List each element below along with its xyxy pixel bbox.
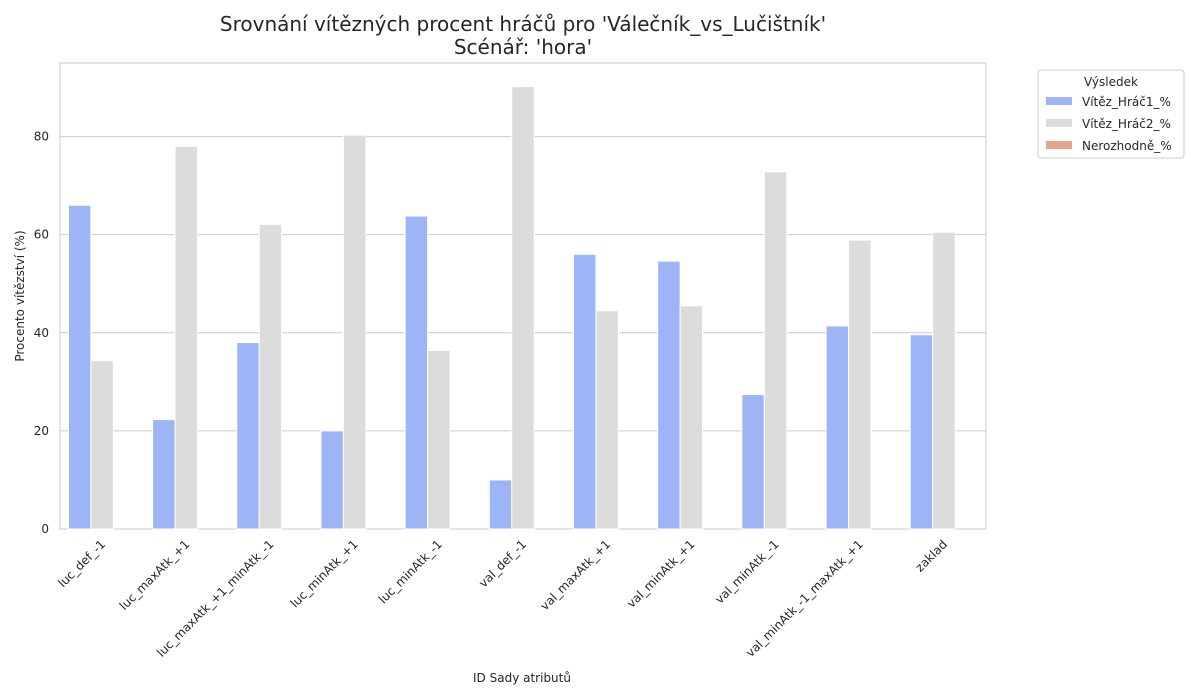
legend-entry: Nerozhodně_% bbox=[1082, 139, 1172, 153]
bar-v-t-z-hr-2--4 bbox=[427, 349, 451, 530]
legend-swatch bbox=[1046, 97, 1072, 105]
x-tick-label: val_maxAtk_+1 bbox=[537, 537, 613, 613]
legend-swatch bbox=[1046, 119, 1072, 127]
legend-box bbox=[1037, 69, 1185, 159]
legend-swatch bbox=[1046, 141, 1072, 149]
x-tick-label: luc_minAtk_-1 bbox=[376, 537, 445, 606]
y-tick-label: 20 bbox=[34, 424, 49, 438]
bar-v-t-z-hr-1--6 bbox=[573, 253, 597, 530]
x-tick-label: luc_maxAtk_+1 bbox=[117, 537, 193, 613]
legend-title: Výsledek bbox=[1084, 75, 1138, 89]
bar-v-t-z-hr-1--0 bbox=[67, 204, 92, 530]
y-axis-label: Procento vítězství (%) bbox=[13, 230, 27, 361]
x-tick-label: luc_minAtk_+1 bbox=[288, 537, 361, 610]
bar-v-t-z-hr-1--9 bbox=[825, 325, 850, 530]
bar-v-t-z-hr-2--0 bbox=[90, 360, 114, 530]
bar-v-t-z-hr-2--10 bbox=[932, 231, 956, 530]
y-tick-label: 0 bbox=[41, 522, 49, 536]
bar-v-t-z-hr-1--5 bbox=[488, 479, 513, 530]
bar-v-t-z-hr-2--8 bbox=[763, 171, 788, 530]
bar-v-t-z-hr-2--6 bbox=[595, 310, 619, 530]
legend: Výsledek Vítěz_Hráč1_% Vítěz_Hráč2_% Neroz… bbox=[1037, 69, 1185, 159]
bar-v-t-z-hr-1--7 bbox=[657, 260, 681, 530]
x-tick-label: val_minAtk_-1 bbox=[712, 537, 781, 606]
y-tick-label: 40 bbox=[34, 326, 49, 340]
bar-v-t-z-hr-2--1 bbox=[174, 145, 198, 530]
bar-v-t-z-hr-1--8 bbox=[741, 394, 765, 530]
bar-v-t-z-hr-2--3 bbox=[342, 134, 367, 530]
x-tick-label: luc_def_-1 bbox=[55, 537, 108, 590]
bar-v-t-z-hr-1--4 bbox=[404, 215, 429, 530]
x-tick-label: val_def_-1 bbox=[476, 537, 529, 590]
y-tick-labels: 0 20 40 60 80 bbox=[34, 130, 49, 536]
bar-v-t-z-hr-1--2 bbox=[236, 342, 260, 530]
x-tick-labels: luc_def_-1 luc_maxAtk_+1luc_maxAtk_+1_min… bbox=[55, 537, 950, 660]
x-tick-label: zaklad bbox=[913, 537, 950, 574]
bar-v-t-z-hr-2--5 bbox=[511, 86, 535, 530]
chart-subtitle: Scénář: 'hora' bbox=[454, 35, 592, 59]
chart-title: Srovnání vítězných procent hráčů pro 'Vá… bbox=[220, 12, 826, 36]
bar-v-t-z-hr-1--3 bbox=[320, 430, 344, 530]
legend-entry: Vítěz_Hráč2_% bbox=[1082, 117, 1171, 131]
bar-v-t-z-hr-1--10 bbox=[909, 334, 934, 530]
x-tick-label: val_minAtk_+1 bbox=[624, 537, 697, 610]
bar-v-t-z-hr-2--2 bbox=[258, 223, 283, 530]
bars bbox=[67, 86, 956, 530]
bar-v-t-z-hr-1--1 bbox=[152, 419, 176, 530]
x-axis-label: ID Sady atributů bbox=[473, 671, 571, 685]
legend-entry: Vítěz_Hráč1_% bbox=[1082, 95, 1171, 109]
bar-v-t-z-hr-2--9 bbox=[848, 239, 872, 530]
y-tick-label: 80 bbox=[34, 130, 49, 144]
bar-v-t-z-hr-2--7 bbox=[679, 305, 704, 530]
y-tick-label: 60 bbox=[34, 228, 49, 242]
